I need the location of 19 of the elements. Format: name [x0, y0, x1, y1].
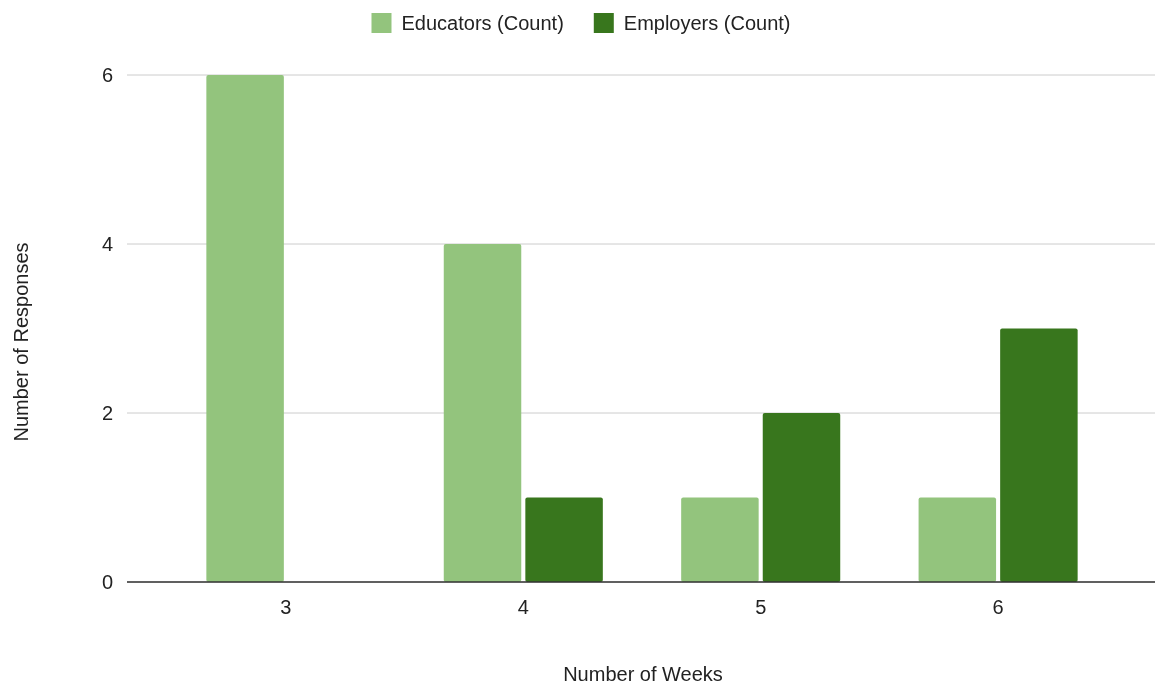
bar	[681, 497, 759, 582]
legend-label: Educators (Count)	[401, 12, 564, 34]
y-axis-title: Number of Responses	[10, 242, 32, 442]
bar	[525, 497, 603, 582]
x-axis-title: Number of Weeks	[563, 663, 723, 685]
x-tick-label: 3	[280, 596, 292, 618]
bar	[206, 75, 284, 582]
x-tick-label: 6	[992, 596, 1004, 618]
y-tick-label: 6	[101, 63, 113, 86]
y-tick-label: 2	[101, 401, 113, 424]
y-tick-label: 4	[101, 232, 113, 255]
bar	[443, 244, 522, 582]
x-tick-label: 4	[517, 596, 529, 618]
x-tick-label: 5	[755, 596, 767, 618]
bar	[762, 413, 841, 582]
bar	[1000, 328, 1078, 582]
bar	[918, 497, 997, 582]
legend-label: Employers (Count)	[623, 12, 791, 34]
y-tick-label: 0	[101, 570, 113, 593]
